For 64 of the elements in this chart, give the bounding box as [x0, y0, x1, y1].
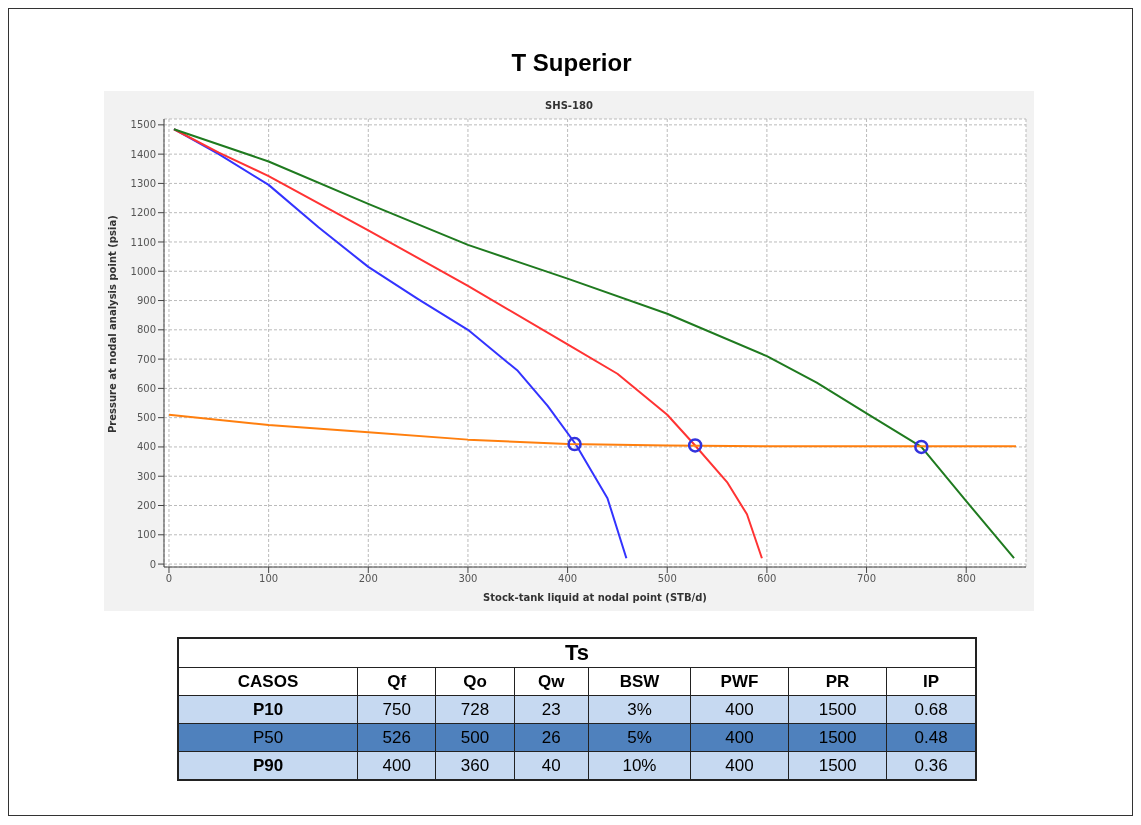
text: 0.68 [914, 699, 948, 719]
category-label: BSW [588, 667, 691, 696]
y-tick-label: 1400 [130, 148, 156, 160]
text: 1500 [818, 699, 857, 719]
text: 400 [725, 727, 754, 747]
text: 0.48 [914, 727, 948, 747]
text: 3% [627, 699, 652, 719]
y-tick-label: 1500 [130, 119, 156, 131]
text: Ts [178, 638, 976, 668]
y-tick-label: 800 [136, 324, 156, 336]
y-tick-label: 500 [136, 412, 156, 424]
text: 500 [460, 727, 490, 747]
text: 23 [541, 699, 561, 719]
category-label: P50 [252, 727, 284, 747]
y-tick-label: 300 [136, 470, 156, 482]
x-tick-label: 700 [857, 573, 877, 585]
category-label: Qf [357, 667, 436, 696]
y-tick-label: 0 [149, 558, 156, 570]
text: 10% [622, 755, 657, 775]
category-label: P90 [252, 755, 284, 775]
y-tick-label: 700 [136, 353, 156, 365]
text: 0.36 [914, 755, 948, 775]
y-tick-label: 200 [136, 500, 156, 512]
text: 750 [382, 699, 411, 719]
text: 1500 [818, 727, 857, 747]
line-series [172, 128, 763, 560]
category-label: PR [788, 667, 887, 696]
text: 400 [382, 755, 411, 775]
y-tick-label: 900 [136, 295, 156, 307]
text: 360 [460, 755, 490, 775]
x-tick-label: 800 [956, 573, 976, 585]
y-tick-label: 1100 [130, 236, 156, 248]
category-label: Qo [435, 667, 515, 696]
x-tick-label: 600 [757, 573, 777, 585]
category-label: PWF [690, 667, 789, 696]
y-tick-label: 100 [136, 529, 156, 541]
x-tick-label: 500 [657, 573, 677, 585]
y-tick-label: 400 [136, 441, 156, 453]
text: 26 [541, 727, 561, 747]
x-tick-label: 0 [165, 573, 173, 585]
category-label: IP [886, 667, 976, 696]
text: 526 [382, 727, 411, 747]
y-tick-label: 600 [136, 382, 156, 394]
category-label: Qw [514, 667, 589, 696]
chart-subtitle: SHS-180 [544, 100, 594, 111]
x-tick-label: 400 [558, 573, 578, 585]
y-tick-label: 1300 [130, 177, 156, 189]
chart-title: T Superior [510, 49, 633, 77]
x-tick-label: 300 [458, 573, 478, 585]
text: 5% [627, 727, 652, 747]
text: 40 [541, 755, 561, 775]
x-axis-title: Stock-tank liquid at nodal point (STB/d) [483, 592, 707, 603]
text: 728 [460, 699, 490, 719]
x-tick-label: 100 [259, 573, 279, 585]
text: 400 [725, 699, 754, 719]
y-tick-label: 1000 [130, 265, 156, 277]
line-series [172, 128, 1016, 560]
text: 400 [725, 755, 754, 775]
category-label: P10 [252, 699, 284, 719]
text: 1500 [818, 755, 857, 775]
y-axis-title: Pressure at nodal analysis point (psia) [106, 215, 118, 433]
x-tick-label: 200 [358, 573, 378, 585]
text: CASOS [178, 667, 358, 696]
y-tick-label: 1200 [130, 207, 156, 219]
